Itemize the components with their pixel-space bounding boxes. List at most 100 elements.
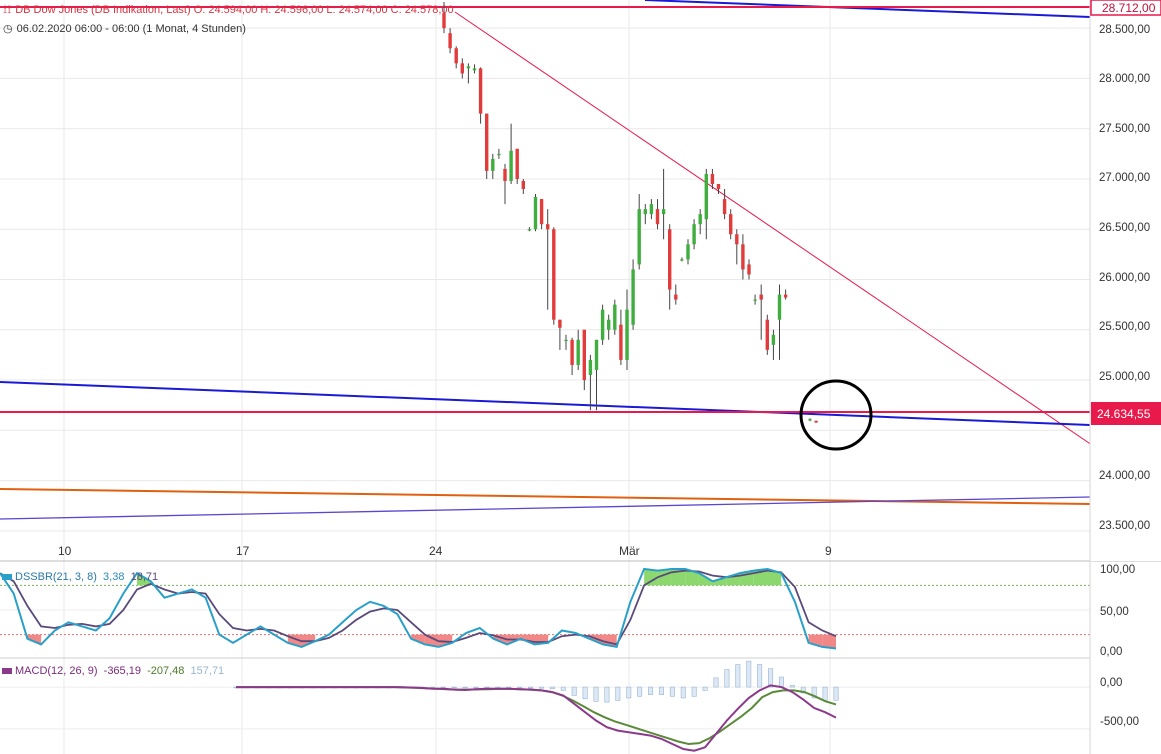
dss-oversold-fill xyxy=(822,634,836,649)
macd-signal-value: -207,48 xyxy=(147,665,185,677)
x-tick-label: 9 xyxy=(825,544,832,558)
dss-oversold-fill xyxy=(808,634,823,647)
macd-histogram-bar xyxy=(582,686,588,700)
candle-body xyxy=(722,199,727,215)
candle-body xyxy=(613,304,617,330)
candle-body xyxy=(704,173,708,220)
candle-body xyxy=(808,419,812,421)
candle-body xyxy=(515,148,519,179)
price-tick-label: 23.500,00 xyxy=(1099,520,1150,532)
candle-body xyxy=(472,68,477,71)
macd-histogram-bar xyxy=(440,686,446,689)
candle-body xyxy=(631,269,635,325)
macd-title: MACD(12, 26, 9) xyxy=(15,665,98,677)
candlestick-series xyxy=(442,2,818,423)
candle-body xyxy=(576,339,580,365)
time-axis: 10 17 24 Mär 9 xyxy=(58,544,832,558)
candle-body xyxy=(582,329,586,381)
macd-histogram-bar xyxy=(615,686,621,701)
violet-trendline xyxy=(0,496,1091,520)
candle-body xyxy=(539,199,544,225)
highlight-circle xyxy=(799,379,873,451)
macd-histogram-bar xyxy=(517,686,523,689)
candle-body xyxy=(668,229,672,290)
macd-histogram-bar xyxy=(746,660,752,688)
macd-histogram-bar xyxy=(789,685,795,688)
candle-body xyxy=(527,229,532,231)
candle-body xyxy=(716,183,721,190)
candlestick-icon: ⟟⟟ xyxy=(3,4,12,16)
macd-legend[interactable]: MACD(12, 26, 9) -365,19 -207,48 157,71 xyxy=(2,665,224,677)
indicator-axis-background xyxy=(1090,562,1161,754)
macd-tick-label: -500,00 xyxy=(1100,716,1139,728)
x-tick-label: 24 xyxy=(429,544,443,558)
macd-histogram-bar xyxy=(800,686,806,694)
candle-body xyxy=(619,324,623,360)
macd-tick-label: 0,00 xyxy=(1100,677,1122,689)
candle-body xyxy=(814,420,818,423)
macd-histogram-bar xyxy=(451,686,457,689)
macd-indicator xyxy=(233,660,839,752)
price-axis-background xyxy=(1090,0,1161,561)
macd-histogram-bar xyxy=(626,686,632,699)
price-tick-label: 24.000,00 xyxy=(1099,470,1150,482)
instrument-line: DB Dow Jones (DB Indikation, Last) O: 24… xyxy=(15,4,454,16)
macd-histogram-bar xyxy=(604,686,610,703)
candle-body xyxy=(600,309,605,340)
candle-body xyxy=(753,299,757,301)
candle-body xyxy=(729,214,733,235)
dss-legend[interactable]: DSSBR(21, 3, 8) 3,38 18,71 xyxy=(2,571,158,583)
dss-overbought-fill xyxy=(644,569,658,586)
candle-body xyxy=(442,13,446,29)
price-tick-label: 26.000,00 xyxy=(1099,272,1150,284)
price-tick-label: 25.500,00 xyxy=(1099,321,1150,333)
macd-value: -365,19 xyxy=(103,665,141,677)
price-badge-current-label: 24.634,55 xyxy=(1097,407,1151,421)
macd-histogram-bar xyxy=(528,686,534,689)
candle-body xyxy=(558,319,562,328)
candle-body xyxy=(637,209,641,265)
price-grid xyxy=(0,0,1090,754)
macd-histogram-bar xyxy=(833,686,839,701)
macd-histogram-bar xyxy=(473,686,479,689)
macd-histogram-bar xyxy=(593,686,599,702)
price-tick-label: 27.500,00 xyxy=(1099,123,1150,135)
price-tick-label: 28.000,00 xyxy=(1099,73,1150,85)
candle-body xyxy=(783,294,788,298)
lower-blue-trendline xyxy=(0,381,1091,426)
macd-histogram-bar xyxy=(702,686,708,691)
candle-body xyxy=(649,204,654,215)
price-axis-ticks: 28.500,00 28.000,00 27.500,00 27.000,00 … xyxy=(1099,24,1150,532)
macd-histogram-bar xyxy=(811,686,817,699)
candle-body xyxy=(594,339,599,370)
macd-histogram-bar xyxy=(768,668,774,688)
x-tick-label: Mär xyxy=(619,544,640,558)
macd-histogram-bar xyxy=(637,686,643,697)
candle-body xyxy=(735,234,739,245)
candle-body xyxy=(485,113,489,171)
x-tick-label: 10 xyxy=(58,544,72,558)
candle-body xyxy=(570,339,574,365)
macd-histogram-bar xyxy=(538,686,544,689)
candle-body xyxy=(497,153,501,156)
candle-body xyxy=(448,33,452,49)
dss-oversold-fill xyxy=(424,634,439,647)
macd-histogram-bar xyxy=(757,664,763,688)
macd-histogram-bar xyxy=(822,686,828,701)
macd-histogram-bar xyxy=(691,686,697,697)
candle-body xyxy=(491,158,495,171)
price-tick-label: 28.500,00 xyxy=(1099,24,1150,36)
macd-histogram-bar xyxy=(462,686,468,689)
candle-body xyxy=(564,339,568,342)
dss-indicator xyxy=(0,567,837,650)
candle-body xyxy=(747,264,751,275)
macd-histogram-bar xyxy=(778,676,784,688)
candle-body xyxy=(661,209,666,215)
macd-histogram-bar xyxy=(648,686,654,695)
dss-tick-label: 50,00 xyxy=(1100,606,1129,618)
upper-blue-trendline xyxy=(644,0,1091,18)
macd-histogram-bar xyxy=(571,686,577,696)
orange-trendline xyxy=(0,488,1091,505)
macd-histogram-bar xyxy=(669,686,675,697)
